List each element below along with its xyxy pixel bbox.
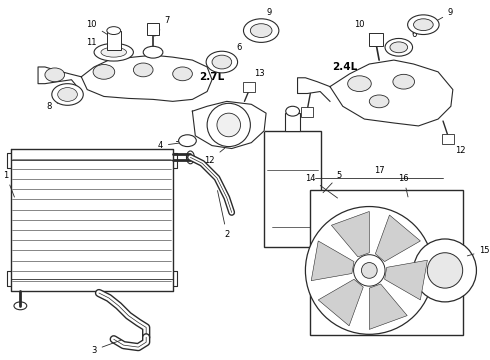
Ellipse shape <box>348 76 371 91</box>
Circle shape <box>427 253 463 288</box>
Polygon shape <box>331 211 369 257</box>
Polygon shape <box>297 78 330 102</box>
Ellipse shape <box>212 55 232 69</box>
FancyBboxPatch shape <box>285 113 300 131</box>
Text: 10: 10 <box>87 20 111 37</box>
Ellipse shape <box>93 64 115 79</box>
Polygon shape <box>81 55 212 102</box>
FancyBboxPatch shape <box>264 131 321 247</box>
Polygon shape <box>385 260 427 300</box>
Text: 8: 8 <box>47 100 65 111</box>
Text: 12: 12 <box>448 141 466 155</box>
FancyBboxPatch shape <box>310 190 463 335</box>
Ellipse shape <box>133 63 153 77</box>
Ellipse shape <box>393 74 415 89</box>
FancyBboxPatch shape <box>244 82 255 91</box>
Ellipse shape <box>94 43 133 61</box>
Polygon shape <box>330 60 453 126</box>
Ellipse shape <box>52 84 83 105</box>
Text: 10: 10 <box>354 20 373 37</box>
Ellipse shape <box>143 46 163 58</box>
Text: 6: 6 <box>227 43 242 57</box>
Ellipse shape <box>58 87 77 102</box>
Ellipse shape <box>14 302 27 310</box>
Ellipse shape <box>390 42 408 53</box>
FancyBboxPatch shape <box>369 32 383 46</box>
Ellipse shape <box>172 67 193 81</box>
Circle shape <box>362 262 377 278</box>
Ellipse shape <box>107 27 121 35</box>
Text: 2: 2 <box>218 190 229 239</box>
Ellipse shape <box>369 95 389 108</box>
FancyBboxPatch shape <box>301 107 313 117</box>
Text: 2.4L: 2.4L <box>332 62 357 72</box>
Polygon shape <box>311 241 354 281</box>
Ellipse shape <box>187 151 195 164</box>
Ellipse shape <box>408 15 439 35</box>
Text: 11: 11 <box>87 38 108 51</box>
Circle shape <box>414 239 476 302</box>
Text: 3: 3 <box>92 340 121 355</box>
Text: 7: 7 <box>155 16 170 36</box>
Text: 4: 4 <box>158 141 180 150</box>
Polygon shape <box>318 279 363 326</box>
Ellipse shape <box>414 19 433 31</box>
Ellipse shape <box>385 39 413 56</box>
Circle shape <box>305 207 433 334</box>
Ellipse shape <box>101 47 126 57</box>
Text: 6: 6 <box>404 30 417 42</box>
Circle shape <box>207 103 250 147</box>
FancyBboxPatch shape <box>442 134 454 144</box>
Text: 5: 5 <box>323 171 342 193</box>
Text: 15: 15 <box>467 246 490 256</box>
Polygon shape <box>369 284 407 329</box>
Text: 13: 13 <box>250 69 265 84</box>
Text: 2.7L: 2.7L <box>199 72 224 82</box>
Polygon shape <box>193 102 266 149</box>
Text: 1: 1 <box>3 171 14 197</box>
Text: 12: 12 <box>204 148 224 165</box>
Text: 14: 14 <box>305 174 338 198</box>
Ellipse shape <box>286 106 299 116</box>
Text: 17: 17 <box>374 166 385 175</box>
Text: 16: 16 <box>398 174 409 197</box>
Circle shape <box>354 255 385 286</box>
Text: 9: 9 <box>436 8 453 21</box>
Ellipse shape <box>244 19 279 42</box>
Ellipse shape <box>45 68 65 82</box>
Text: 9: 9 <box>263 8 271 25</box>
Ellipse shape <box>206 51 238 73</box>
FancyBboxPatch shape <box>107 31 121 50</box>
Ellipse shape <box>250 24 272 37</box>
Polygon shape <box>38 67 81 91</box>
Polygon shape <box>375 215 420 262</box>
Circle shape <box>217 113 241 137</box>
Ellipse shape <box>179 135 196 147</box>
FancyBboxPatch shape <box>147 23 159 35</box>
